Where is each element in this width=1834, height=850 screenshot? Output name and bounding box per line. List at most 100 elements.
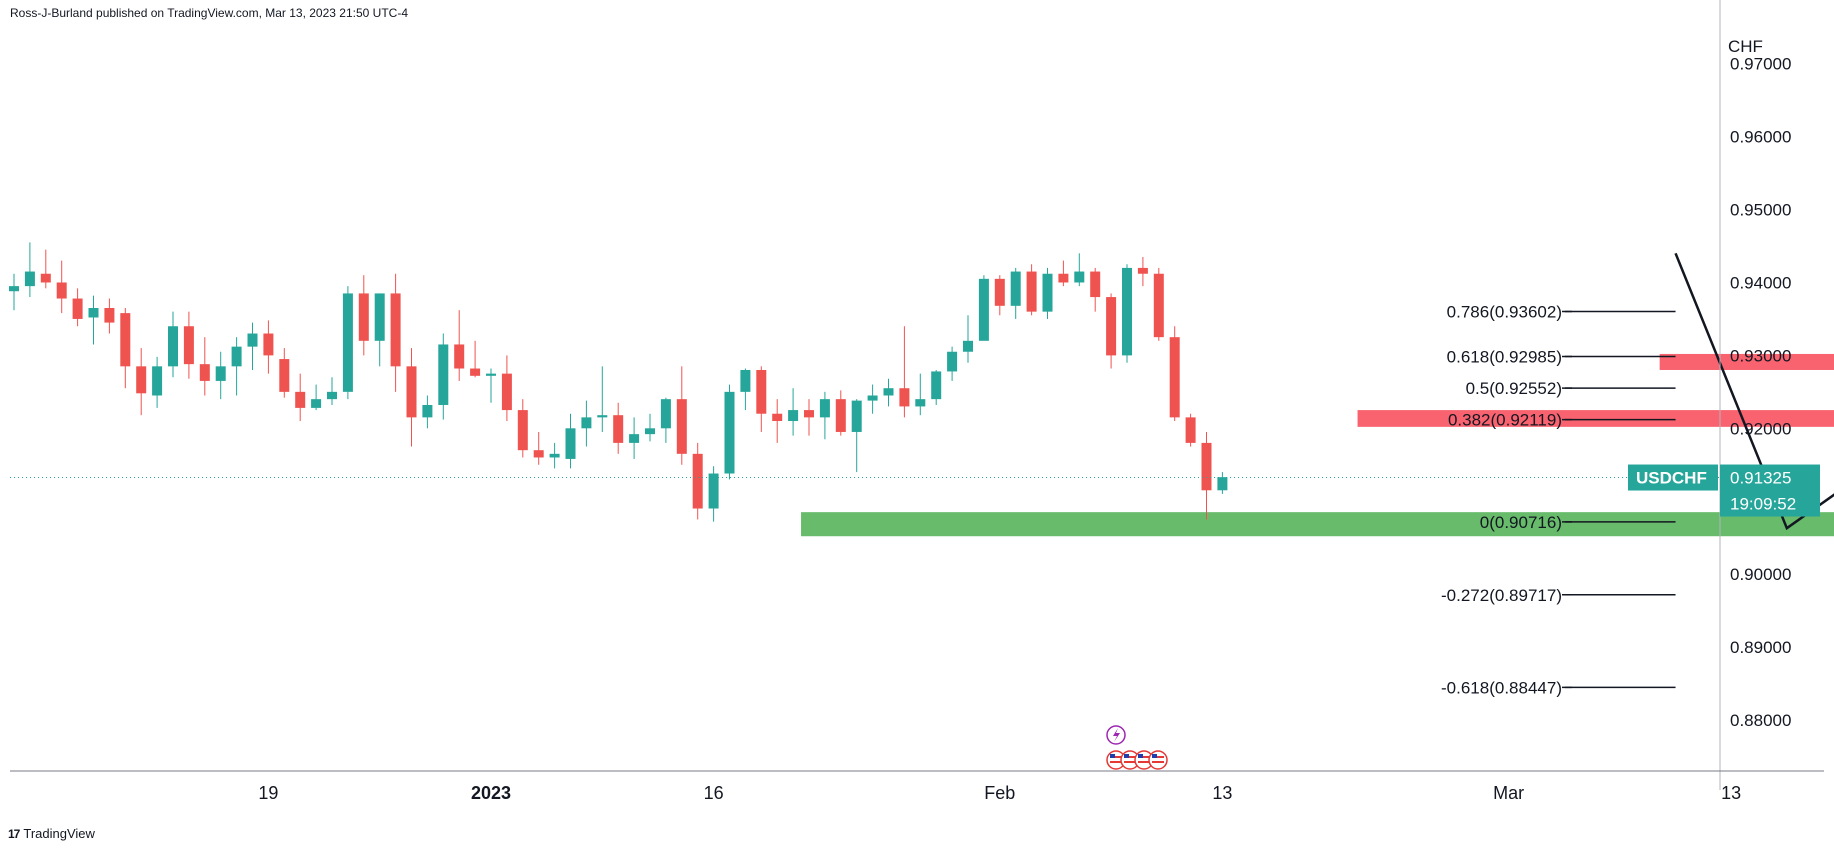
candle-body	[978, 278, 989, 341]
footer: 17 TradingView	[8, 826, 95, 841]
candle-body	[374, 293, 385, 341]
candle-body	[994, 278, 1005, 306]
candle	[1058, 260, 1069, 287]
countdown-text: 19:09:52	[1730, 495, 1796, 514]
event-icons-layer	[1106, 725, 1168, 770]
candle	[963, 315, 973, 363]
candle-body	[358, 293, 369, 341]
candle-body	[231, 346, 242, 367]
candle	[136, 348, 147, 416]
flag-canton	[1138, 754, 1143, 758]
candle	[724, 384, 735, 480]
projection-layer	[1674, 252, 1834, 531]
candle-body	[470, 368, 481, 376]
candle	[342, 286, 353, 400]
candle	[501, 355, 512, 422]
symbol-price-tag: USDCHF 0.91325 19:09:52	[1628, 464, 1820, 517]
flag-stripe	[1152, 761, 1164, 763]
footer-brand: TradingView	[23, 826, 95, 841]
candle-body	[819, 399, 830, 418]
candle-body	[708, 473, 719, 509]
candle	[867, 384, 878, 414]
candle	[851, 399, 862, 473]
candle-body	[9, 286, 19, 292]
candle-body	[883, 388, 894, 396]
candle-body	[1010, 271, 1021, 306]
candle-body	[454, 344, 465, 369]
candle-body	[692, 453, 703, 509]
candle	[247, 322, 258, 370]
fib-level-label: 0.5(0.92552)	[1466, 379, 1562, 398]
flag-stripe	[1138, 756, 1150, 758]
candle-body	[40, 273, 51, 283]
flag-stripe	[1124, 761, 1136, 763]
candle-body	[1026, 271, 1037, 312]
candle-body	[311, 399, 322, 408]
x-tick-label: 19	[258, 783, 278, 803]
candle-body	[1122, 267, 1132, 356]
flag-canton	[1110, 754, 1115, 758]
flag-stripe	[1110, 756, 1122, 758]
candle	[168, 311, 178, 378]
candle	[772, 399, 783, 443]
candle-body	[549, 453, 560, 458]
candle-body	[899, 388, 910, 407]
candle-body	[851, 400, 862, 432]
fib-level-label: 0.382(0.92119)	[1448, 411, 1562, 430]
candle	[899, 326, 910, 418]
candle	[152, 356, 163, 408]
candle	[1217, 472, 1228, 494]
candle	[199, 337, 210, 396]
publisher-header: Ross-J-Burland published on TradingView.…	[10, 6, 408, 20]
candle	[788, 388, 799, 436]
candle	[1153, 267, 1164, 341]
candle-body	[1106, 297, 1117, 356]
candle-body	[1058, 273, 1069, 283]
candle	[883, 378, 894, 407]
candle	[40, 249, 51, 289]
flag-canton	[1124, 754, 1129, 758]
candle	[1090, 267, 1101, 312]
candle	[549, 442, 560, 469]
candle-body	[1090, 271, 1101, 298]
y-tick-label: 0.93000	[1730, 346, 1791, 365]
candle-body	[963, 340, 973, 352]
y-tick-label: 0.97000	[1730, 55, 1791, 74]
candle	[978, 275, 989, 341]
candle	[1074, 253, 1085, 287]
candle	[581, 400, 592, 447]
candle	[1042, 267, 1053, 319]
symbol-tag-text: USDCHF	[1636, 469, 1707, 488]
candle	[629, 417, 640, 459]
candle-body	[660, 399, 671, 429]
candle	[470, 340, 481, 378]
candle	[517, 399, 528, 458]
fib-level-label: -0.272(0.89717)	[1441, 586, 1562, 605]
resistance-zone-upper	[1659, 353, 1834, 370]
fib-level-label: -0.618(0.88447)	[1441, 678, 1562, 697]
candle	[835, 390, 846, 436]
candle-body	[1137, 267, 1148, 274]
candle-body	[517, 410, 528, 451]
candle-body	[756, 369, 767, 414]
candle	[454, 310, 465, 381]
candle	[1185, 413, 1196, 447]
candle	[438, 333, 449, 420]
candle	[327, 377, 337, 405]
candle-body	[168, 326, 178, 367]
candle-body	[152, 366, 163, 396]
candle-body	[422, 404, 433, 418]
tradingview-logo-icon: 17	[8, 826, 20, 841]
y-tick-label: 0.95000	[1730, 201, 1791, 220]
candle-body	[486, 373, 496, 376]
candle-body	[947, 351, 958, 372]
y-tick-label: 0.96000	[1730, 128, 1791, 147]
candle	[1122, 264, 1132, 363]
x-tick-label: 13	[1721, 783, 1741, 803]
candle	[756, 366, 767, 432]
candle	[660, 397, 671, 443]
candle	[994, 275, 1005, 316]
candle	[947, 346, 958, 381]
